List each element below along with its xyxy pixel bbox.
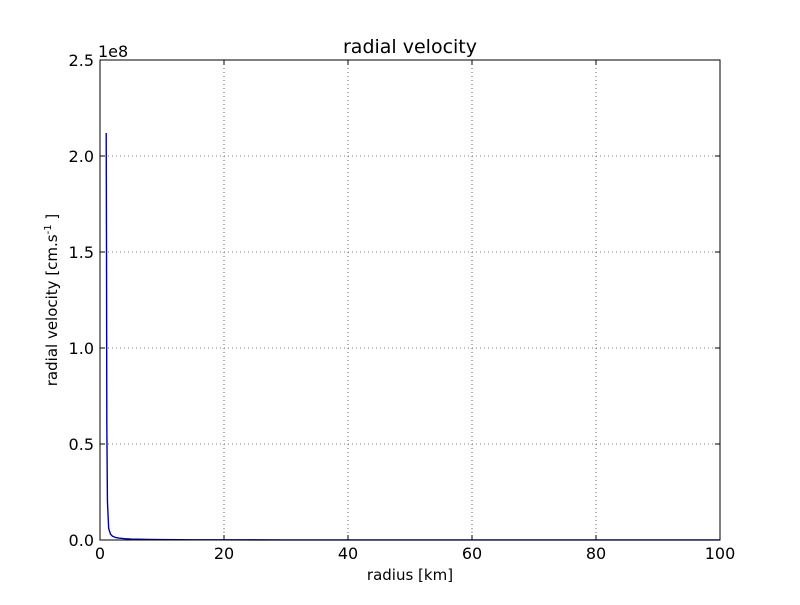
x-tick-label: 0 bbox=[95, 544, 105, 563]
y-tick-label: 1.0 bbox=[69, 339, 94, 358]
y-axis-label-superscript: -1 bbox=[43, 224, 54, 234]
y-tick-label: 2.0 bbox=[69, 147, 94, 166]
x-tick-label: 40 bbox=[338, 544, 358, 563]
chart-title: radial velocity bbox=[343, 36, 477, 58]
x-tick-label: 100 bbox=[705, 544, 736, 563]
y-tick-label: 2.5 bbox=[69, 51, 94, 70]
y-offset-text: 1e8 bbox=[98, 42, 128, 61]
y-tick-label: 1.5 bbox=[69, 243, 94, 262]
y-tick-label: 0.5 bbox=[69, 435, 94, 454]
x-axis-label: radius [km] bbox=[367, 566, 453, 584]
plot-area-background bbox=[100, 60, 720, 540]
y-axis-label-suffix: ] bbox=[43, 214, 61, 225]
x-tick-label: 60 bbox=[462, 544, 482, 563]
x-tick-label: 20 bbox=[214, 544, 234, 563]
plot-frame bbox=[99, 59, 721, 541]
y-tick-label: 0.0 bbox=[69, 531, 94, 550]
tick-labels: 0 20 40 60 80 100 0.0 0.5 1.0 1.5 2.0 2.5 bbox=[69, 51, 736, 563]
x-tick-label: 80 bbox=[586, 544, 606, 563]
ticks bbox=[99, 59, 721, 541]
y-axis-label: radial velocity [cm.s-1 ] bbox=[43, 214, 61, 386]
y-axis-label-prefix: radial velocity [cm.s bbox=[43, 234, 61, 386]
